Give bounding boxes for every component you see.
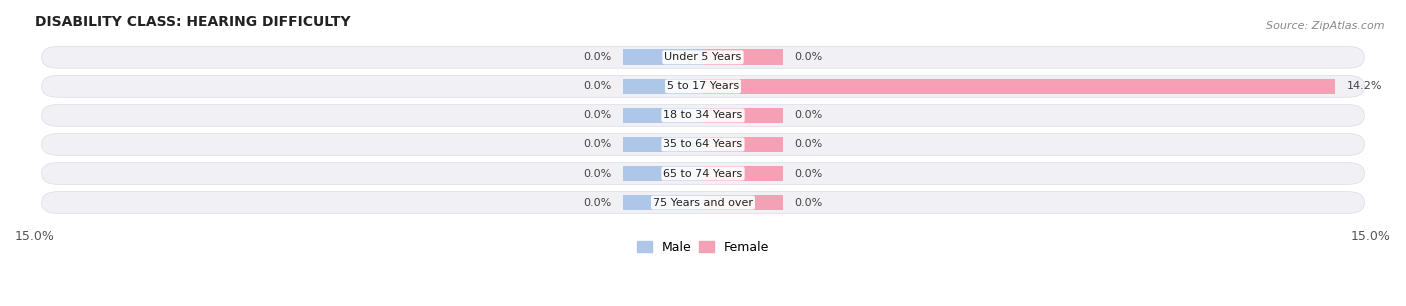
Bar	[623, 166, 703, 181]
Bar	[703, 166, 783, 181]
Text: 14.2%: 14.2%	[1347, 81, 1382, 91]
FancyBboxPatch shape	[42, 192, 1364, 214]
Text: 0.0%: 0.0%	[583, 198, 612, 207]
Bar	[623, 195, 703, 211]
Text: Under 5 Years: Under 5 Years	[665, 52, 741, 62]
Text: 35 to 64 Years: 35 to 64 Years	[664, 140, 742, 149]
Text: 0.0%: 0.0%	[794, 198, 823, 207]
Text: Source: ZipAtlas.com: Source: ZipAtlas.com	[1267, 21, 1385, 32]
Text: 0.0%: 0.0%	[794, 169, 823, 178]
Text: 0.0%: 0.0%	[583, 140, 612, 149]
Bar	[703, 108, 783, 123]
FancyBboxPatch shape	[42, 105, 1364, 126]
Bar	[623, 136, 703, 152]
Text: 0.0%: 0.0%	[583, 110, 612, 121]
FancyBboxPatch shape	[42, 76, 1364, 97]
Bar	[703, 50, 783, 65]
FancyBboxPatch shape	[42, 162, 1364, 185]
Text: 5 to 17 Years: 5 to 17 Years	[666, 81, 740, 91]
Bar	[703, 195, 783, 211]
Bar	[623, 79, 703, 94]
Text: DISABILITY CLASS: HEARING DIFFICULTY: DISABILITY CLASS: HEARING DIFFICULTY	[35, 15, 350, 29]
Text: 0.0%: 0.0%	[794, 140, 823, 149]
Text: 0.0%: 0.0%	[583, 81, 612, 91]
FancyBboxPatch shape	[42, 133, 1364, 155]
Bar	[703, 79, 1336, 94]
Bar	[703, 136, 783, 152]
Legend: Male, Female: Male, Female	[631, 236, 775, 259]
Text: 0.0%: 0.0%	[794, 110, 823, 121]
Bar	[623, 108, 703, 123]
Text: 75 Years and over: 75 Years and over	[652, 198, 754, 207]
Bar	[623, 50, 703, 65]
Text: 65 to 74 Years: 65 to 74 Years	[664, 169, 742, 178]
FancyBboxPatch shape	[42, 47, 1364, 68]
Text: 0.0%: 0.0%	[794, 52, 823, 62]
Text: 0.0%: 0.0%	[583, 52, 612, 62]
Text: 18 to 34 Years: 18 to 34 Years	[664, 110, 742, 121]
Text: 0.0%: 0.0%	[583, 169, 612, 178]
